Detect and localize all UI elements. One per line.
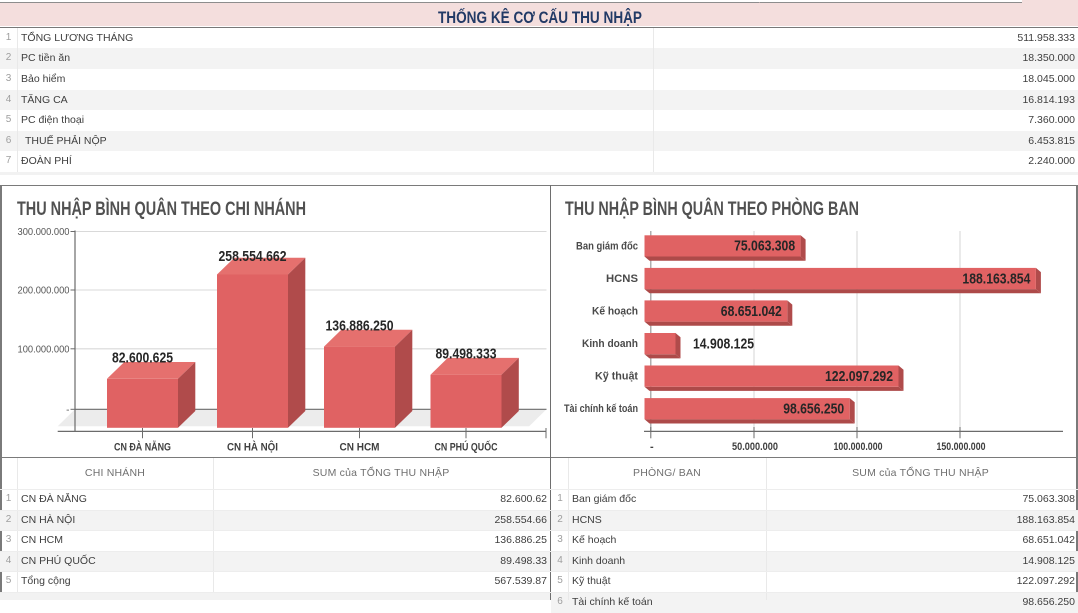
svg-text:150.000.000: 150.000.000 <box>937 441 986 453</box>
svg-text:THU NHẬP BÌNH QUÂN THEO PHÒNG: THU NHẬP BÌNH QUÂN THEO PHÒNG BAN <box>565 196 859 220</box>
svg-text:CN PHÚ QUỐC: CN PHÚ QUỐC <box>435 440 498 454</box>
svg-text:100.000.000: 100.000.000 <box>18 344 70 355</box>
svg-text:258.554.662: 258.554.662 <box>219 248 287 265</box>
svg-text:122.097.292: 122.097.292 <box>825 368 893 385</box>
svg-text:Ban giám đốc: Ban giám đốc <box>576 240 638 252</box>
svg-text:THU NHẬP BÌNH QUÂN THEO CHI NH: THU NHẬP BÌNH QUÂN THEO CHI NHÁNH <box>17 196 306 220</box>
svg-text:188.163.854: 188.163.854 <box>962 270 1031 287</box>
svg-text:Kinh doanh: Kinh doanh <box>582 338 638 350</box>
svg-text:75.063.308: 75.063.308 <box>734 238 795 255</box>
svg-text:HCNS: HCNS <box>606 273 638 285</box>
svg-text:-: - <box>66 405 69 416</box>
svg-text:300.000.000: 300.000.000 <box>18 227 70 238</box>
svg-text:136.886.250: 136.886.250 <box>326 318 394 335</box>
svg-text:68.651.042: 68.651.042 <box>721 303 782 320</box>
svg-text:-: - <box>650 441 654 453</box>
svg-text:CN ĐÀ NẴNG: CN ĐÀ NẴNG <box>114 441 171 454</box>
svg-text:CN HCM: CN HCM <box>340 442 380 454</box>
svg-text:200.000.000: 200.000.000 <box>18 286 70 297</box>
svg-text:Kỹ thuật: Kỹ thuật <box>595 371 638 383</box>
svg-text:CN HÀ NỘI: CN HÀ NỘI <box>227 441 278 454</box>
svg-text:100.000.000: 100.000.000 <box>834 441 883 453</box>
svg-text:THỐNG KÊ CƠ CẤU THU NHẬP: THỐNG KÊ CƠ CẤU THU NHẬP <box>438 7 642 27</box>
svg-text:Kế hoạch: Kế hoạch <box>592 305 638 317</box>
svg-text:Tài chính kế toán: Tài chính kế toán <box>564 403 638 415</box>
svg-text:50.000.000: 50.000.000 <box>732 441 778 453</box>
svg-text:89.498.333: 89.498.333 <box>436 346 497 363</box>
svg-text:98.656.250: 98.656.250 <box>783 401 844 418</box>
svg-text:14.908.125: 14.908.125 <box>693 335 754 352</box>
svg-text:82.600.625: 82.600.625 <box>112 350 173 367</box>
